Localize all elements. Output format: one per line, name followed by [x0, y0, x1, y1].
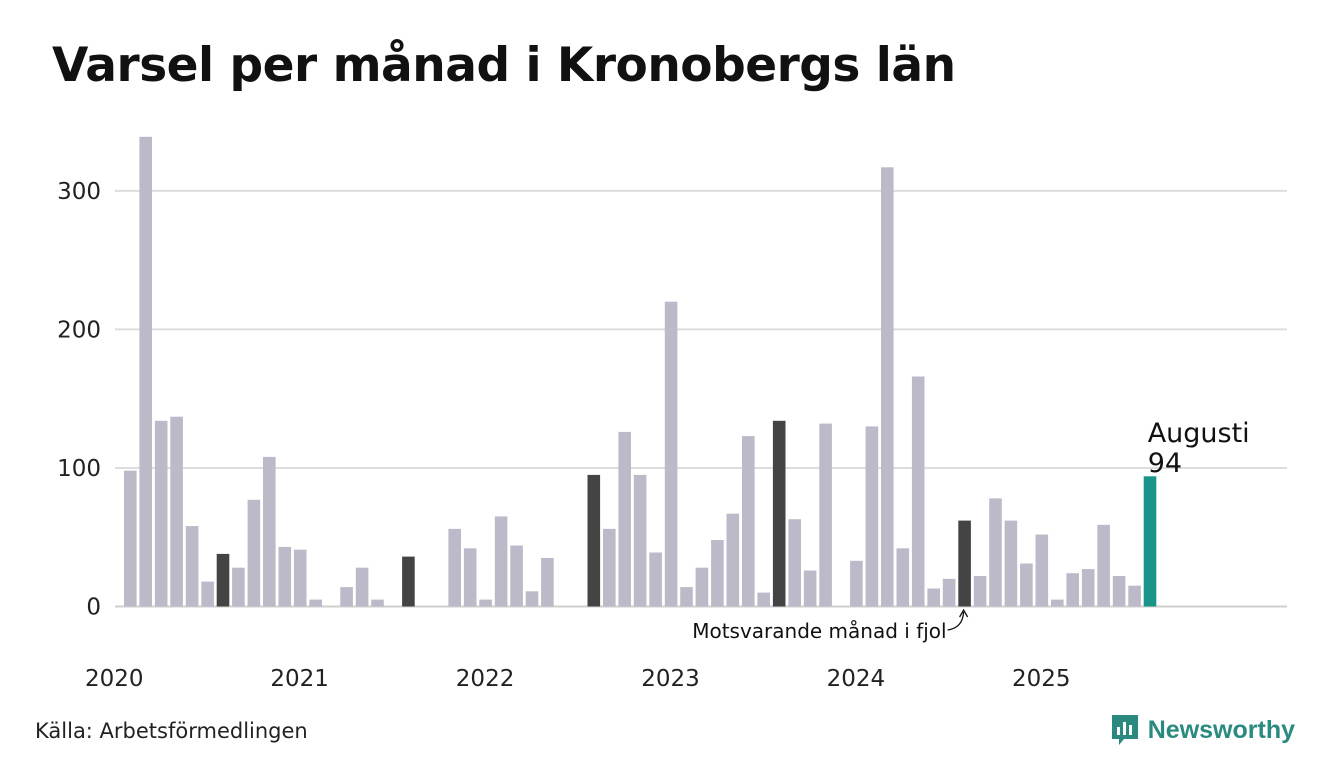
bar — [510, 545, 523, 607]
bar — [695, 567, 709, 607]
bar — [726, 513, 740, 607]
bar — [1128, 585, 1141, 607]
bar — [757, 592, 770, 607]
bar — [788, 519, 801, 607]
x-tick-label-year: 2024 — [827, 666, 886, 692]
annotation-arrowhead — [959, 608, 969, 618]
x-tick-label-year: 2025 — [1012, 666, 1071, 692]
y-axis-ticks: 0 100 200 300 — [57, 179, 101, 621]
bar — [185, 526, 199, 607]
bar — [1004, 520, 1018, 607]
bar — [154, 420, 168, 607]
bar — [293, 549, 307, 607]
bar — [881, 167, 894, 607]
bar — [896, 548, 910, 607]
y-tick-label: 100 — [57, 456, 101, 482]
bar — [942, 578, 956, 607]
bar — [927, 588, 940, 607]
bar — [649, 552, 662, 607]
bar — [525, 591, 539, 607]
bar-same-month-prior-year — [587, 474, 601, 607]
source-note: Källa: Arbetsförmedlingen — [35, 719, 308, 743]
bar — [448, 528, 461, 607]
prior-year-annotation: Motsvarande månad i fjol — [692, 619, 946, 643]
bar — [494, 516, 508, 607]
bar — [340, 587, 353, 607]
bar — [742, 436, 755, 607]
bar — [618, 431, 631, 607]
bar — [201, 581, 214, 607]
y-tick-label: 300 — [57, 179, 101, 205]
bar — [124, 470, 137, 607]
bar — [1066, 573, 1079, 607]
newsworthy-logo-icon — [1111, 715, 1138, 745]
bar — [973, 576, 987, 607]
bar — [819, 423, 832, 607]
bar-current-month — [1143, 476, 1157, 607]
bar-same-month-prior-year — [216, 553, 230, 607]
bar-same-month-prior-year — [402, 556, 415, 607]
x-tick-label-year: 2020 — [85, 666, 144, 692]
bar — [170, 416, 183, 607]
bar — [603, 528, 616, 607]
x-tick-label-year: 2021 — [270, 666, 329, 692]
bar — [680, 587, 693, 607]
bar — [1051, 599, 1064, 607]
bar — [263, 456, 276, 607]
bar — [479, 599, 492, 607]
bar — [463, 548, 477, 607]
bar — [664, 301, 678, 607]
y-tick-label: 200 — [57, 317, 101, 343]
bar — [232, 567, 245, 607]
chart-title: Varsel per månad i Kronobergs län — [52, 38, 956, 93]
bar-same-month-prior-year — [772, 420, 786, 607]
bar — [355, 567, 369, 607]
current-month-value: 94 — [1148, 448, 1182, 479]
bar — [1081, 569, 1095, 607]
bar — [803, 570, 817, 607]
current-month-label: Augusti — [1148, 418, 1250, 449]
bar — [1112, 576, 1126, 607]
bar — [865, 426, 879, 607]
bar-same-month-prior-year — [958, 520, 971, 607]
bar — [371, 599, 384, 607]
bar — [278, 546, 292, 607]
bar — [1097, 524, 1110, 607]
brand-name: Newsworthy — [1147, 715, 1295, 744]
gridlines — [115, 189, 1287, 608]
annotation-arrow — [947, 611, 965, 631]
bar — [247, 499, 261, 607]
x-tick-label-year: 2023 — [641, 666, 700, 692]
bar — [541, 558, 554, 607]
x-tick-label-year: 2022 — [456, 666, 515, 692]
bar — [1035, 534, 1049, 607]
bar — [139, 136, 152, 607]
bar — [633, 474, 647, 607]
bar — [989, 498, 1002, 607]
y-tick-label: 0 — [86, 595, 101, 621]
bar — [309, 599, 322, 607]
bar — [850, 560, 863, 607]
brand-logo: Newsworthy — [1110, 713, 1295, 747]
bar — [1020, 563, 1033, 607]
bar — [711, 540, 724, 607]
x-axis-ticks: 2020 2021 2022 2023 2024 2025 — [85, 666, 1071, 692]
bars — [124, 136, 1157, 607]
bar — [911, 376, 925, 607]
